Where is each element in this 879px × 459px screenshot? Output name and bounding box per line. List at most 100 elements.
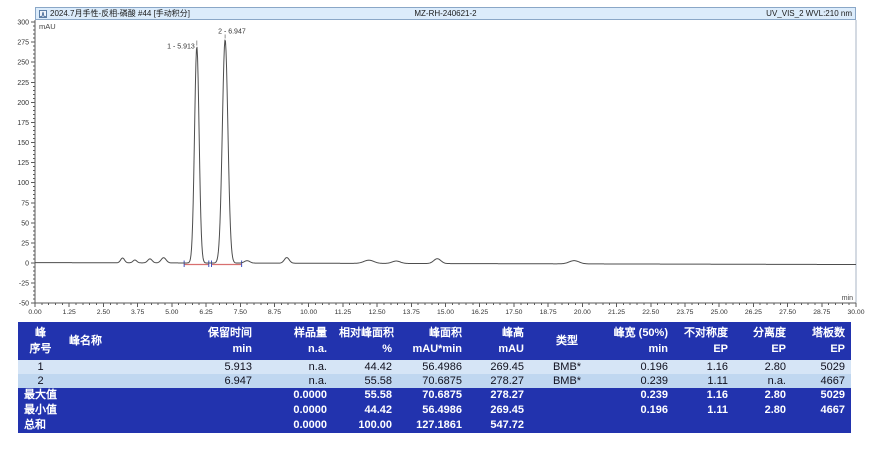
chromatogram-plot[interactable]: -50-250255075100125150175200225250275300… xyxy=(0,0,879,318)
x-tick-label: 22.50 xyxy=(642,309,659,316)
y-tick-label: 0 xyxy=(25,261,29,268)
x-tick-label: 25.00 xyxy=(711,309,728,316)
summary-cell-amount: 0.0000 xyxy=(258,388,333,403)
x-tick-label: 2.50 xyxy=(97,309,110,316)
x-tick-label: 5.00 xyxy=(165,309,178,316)
x-tick-label: 0.00 xyxy=(28,309,41,316)
x-tick-label: 23.75 xyxy=(676,309,693,316)
y-tick-label: 300 xyxy=(17,20,29,27)
summary-cell-res: 2.80 xyxy=(734,388,792,403)
summary-row[interactable]: 最小值0.000044.4256.4986269.450.1961.112.80… xyxy=(18,403,851,418)
cell-rt: 5.913 xyxy=(158,360,258,374)
y-axis: -50-250255075100125150175200225250275300… xyxy=(17,20,55,308)
summary-cell-rt xyxy=(158,418,258,433)
cell-area: 56.4986 xyxy=(398,360,468,374)
x-tick-label: 20.00 xyxy=(574,309,591,316)
cell-asym: 1.11 xyxy=(674,374,734,388)
table-header: 峰序号峰名称保留时间min样品量n.a.相对峰面积%峰面积mAU*min峰高mA… xyxy=(18,322,851,360)
summary-cell-asym: 1.11 xyxy=(674,403,734,418)
peak-label: 2 - 6.947 xyxy=(218,28,246,35)
chromatogram-report-page: 2024.7月手性-反相-磷酸 #44 [手动积分] MZ-RH-240621-… xyxy=(0,0,879,459)
x-tick-label: 16.25 xyxy=(471,309,488,316)
table-header-row: 峰序号峰名称保留时间min样品量n.a.相对峰面积%峰面积mAU*min峰高mA… xyxy=(18,322,851,360)
summary-row[interactable]: 总和0.0000100.00127.1861547.72 xyxy=(18,418,851,433)
summary-cell-type xyxy=(530,388,604,403)
x-tick-label: 6.25 xyxy=(199,309,212,316)
summary-cell-plates: 5029 xyxy=(792,388,851,403)
x-tick-label: 26.25 xyxy=(745,309,762,316)
column-header-no: 峰序号 xyxy=(18,322,63,360)
y-tick-label: 275 xyxy=(17,40,29,47)
cell-asym: 1.16 xyxy=(674,360,734,374)
x-tick-label: 28.75 xyxy=(813,309,830,316)
summary-cell-res xyxy=(734,418,792,433)
column-header-rt: 保留时间min xyxy=(158,322,258,360)
summary-cell-area: 127.1861 xyxy=(398,418,468,433)
summary-cell-width50: 0.239 xyxy=(604,388,674,403)
x-tick-label: 18.75 xyxy=(540,309,557,316)
summary-row[interactable]: 最大值0.000055.5870.6875278.270.2391.162.80… xyxy=(18,388,851,403)
column-header-name: 峰名称 xyxy=(63,322,158,360)
summary-cell-height: 269.45 xyxy=(468,403,530,418)
y-tick-label: 225 xyxy=(17,80,29,87)
summary-cell-res: 2.80 xyxy=(734,403,792,418)
x-tick-label: 11.25 xyxy=(335,309,352,316)
summary-label: 最大值 xyxy=(18,388,158,403)
summary-label: 总和 xyxy=(18,418,158,433)
summary-cell-height: 278.27 xyxy=(468,388,530,403)
column-header-plates: 塔板数EP xyxy=(792,322,851,360)
column-header-res: 分离度EP xyxy=(734,322,792,360)
y-tick-label: 125 xyxy=(17,160,29,167)
summary-cell-width50 xyxy=(604,418,674,433)
cell-type: BMB* xyxy=(530,360,604,374)
peak-labels: 1 - 5.913 2 - 6.947 xyxy=(167,28,246,50)
summary-cell-rel_area: 44.42 xyxy=(333,403,398,418)
summary-cell-height: 547.72 xyxy=(468,418,530,433)
x-tick-label: 27.50 xyxy=(779,309,796,316)
cell-name xyxy=(63,374,158,388)
x-tick-label: 15.00 xyxy=(437,309,454,316)
x-tick-label: 17.50 xyxy=(505,309,522,316)
summary-cell-area: 70.6875 xyxy=(398,388,468,403)
cell-amount: n.a. xyxy=(258,374,333,388)
cell-no: 2 xyxy=(18,374,63,388)
y-tick-label: 200 xyxy=(17,100,29,107)
cell-amount: n.a. xyxy=(258,360,333,374)
column-header-height: 峰高mAU xyxy=(468,322,530,360)
cell-width50: 0.239 xyxy=(604,374,674,388)
cell-res: 2.80 xyxy=(734,360,792,374)
summary-cell-area: 56.4986 xyxy=(398,403,468,418)
cell-plates: 5029 xyxy=(792,360,851,374)
peak-results-table[interactable]: 峰序号峰名称保留时间min样品量n.a.相对峰面积%峰面积mAU*min峰高mA… xyxy=(18,322,851,433)
summary-cell-amount: 0.0000 xyxy=(258,418,333,433)
column-header-type: 类型 xyxy=(530,322,604,360)
cell-type: BMB* xyxy=(530,374,604,388)
peak-row-2[interactable]: 26.947n.a.55.5870.6875278.27BMB*0.2391.1… xyxy=(18,374,851,388)
signal-trace xyxy=(35,40,856,265)
integration-marks xyxy=(184,261,241,268)
cell-rt: 6.947 xyxy=(158,374,258,388)
summary-cell-width50: 0.196 xyxy=(604,403,674,418)
cell-rel_area: 55.58 xyxy=(333,374,398,388)
summary-cell-type xyxy=(530,418,604,433)
y-tick-label: 75 xyxy=(21,200,29,207)
summary-cell-type xyxy=(530,403,604,418)
column-header-amount: 样品量n.a. xyxy=(258,322,333,360)
summary-cell-rt xyxy=(158,403,258,418)
plot-frame xyxy=(35,20,856,303)
cell-height: 278.27 xyxy=(468,374,530,388)
peak-label: 1 - 5.913 xyxy=(167,44,195,51)
summary-cell-plates: 4667 xyxy=(792,403,851,418)
y-tick-label: 250 xyxy=(17,60,29,67)
y-axis-unit-label: mAU xyxy=(39,22,56,31)
cell-rel_area: 44.42 xyxy=(333,360,398,374)
column-header-asym: 不对称度EP xyxy=(674,322,734,360)
cell-name xyxy=(63,360,158,374)
summary-cell-rt xyxy=(158,388,258,403)
peak-row-1[interactable]: 15.913n.a.44.4256.4986269.45BMB*0.1961.1… xyxy=(18,360,851,374)
y-tick-label: 175 xyxy=(17,120,29,127)
x-tick-label: 10.00 xyxy=(300,309,317,316)
cell-no: 1 xyxy=(18,360,63,374)
y-tick-label: 25 xyxy=(21,240,29,247)
summary-cell-rel_area: 55.58 xyxy=(333,388,398,403)
